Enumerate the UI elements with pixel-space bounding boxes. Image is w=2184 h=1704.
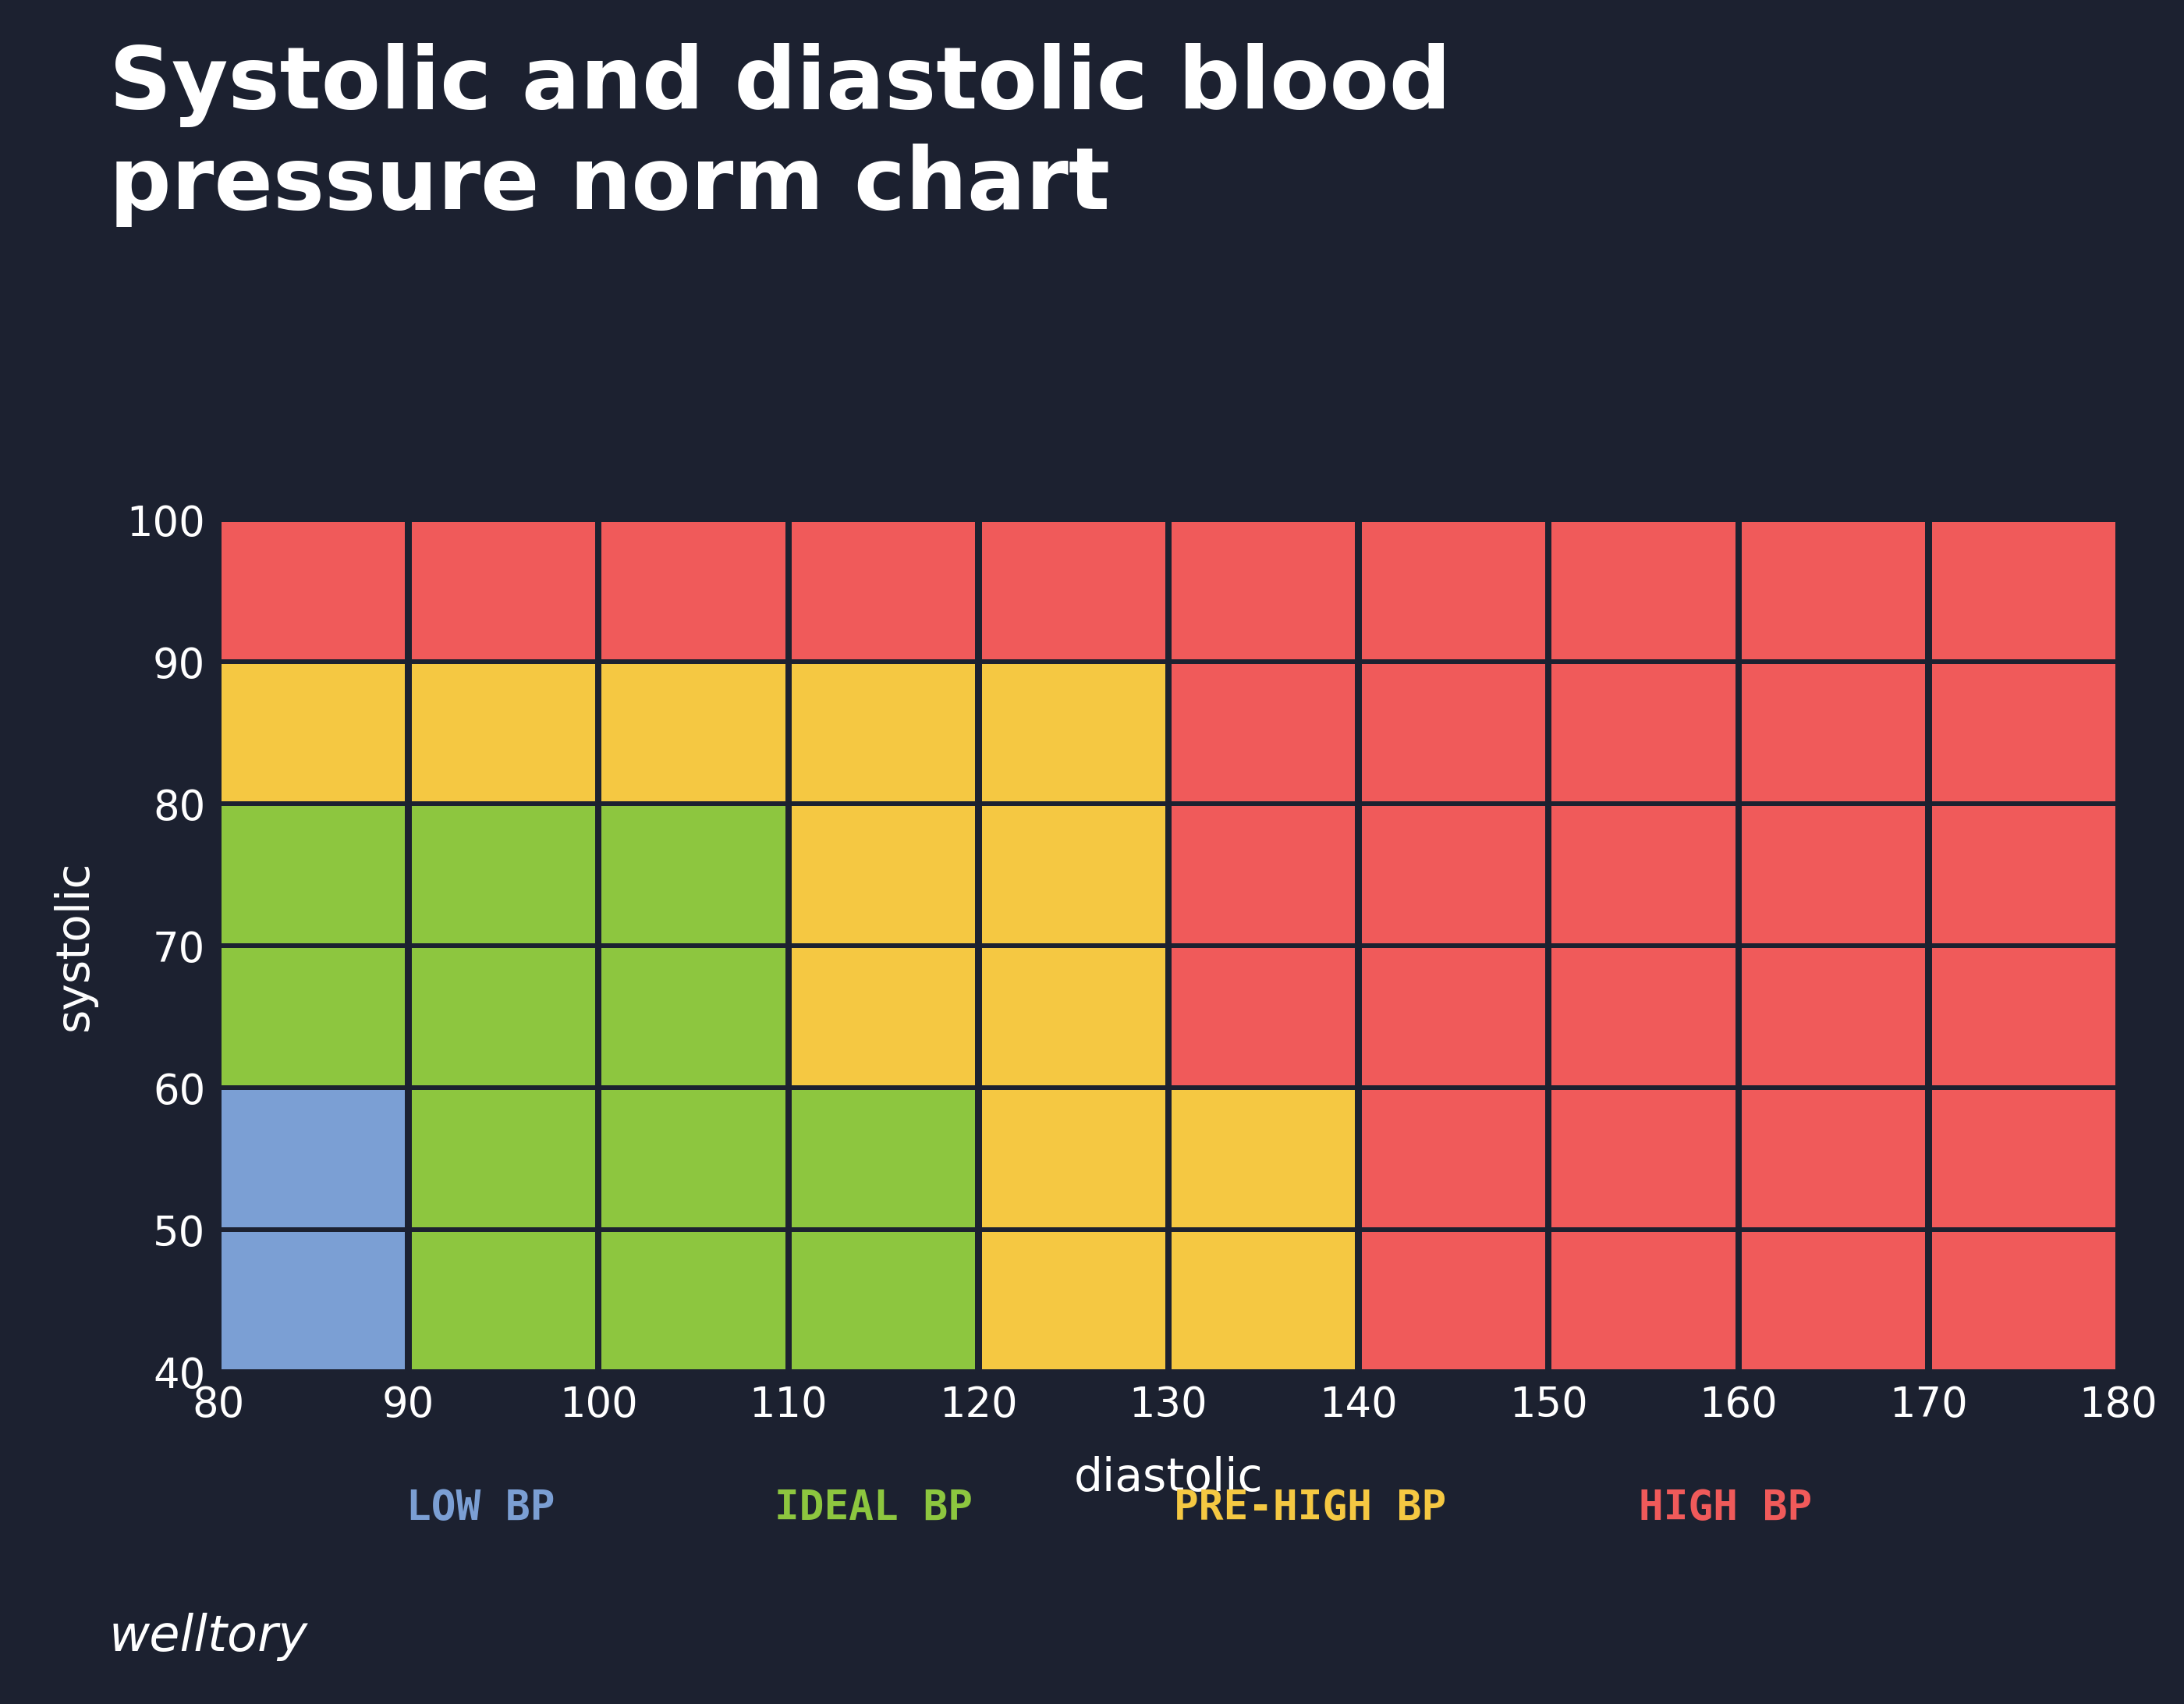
Bar bbox=[223, 1091, 404, 1227]
Bar bbox=[983, 521, 1164, 659]
Text: PRE-HIGH BP: PRE-HIGH BP bbox=[1175, 1488, 1446, 1528]
Bar bbox=[1933, 665, 2114, 801]
Bar bbox=[793, 806, 974, 944]
Bar bbox=[223, 806, 404, 944]
Bar bbox=[1553, 521, 1734, 659]
Bar bbox=[413, 521, 594, 659]
Bar bbox=[223, 521, 404, 659]
Bar bbox=[793, 947, 974, 1085]
Bar bbox=[1933, 521, 2114, 659]
Bar bbox=[793, 665, 974, 801]
Bar bbox=[603, 665, 784, 801]
Bar bbox=[603, 947, 784, 1085]
Bar bbox=[1743, 806, 1924, 944]
Bar bbox=[1553, 947, 1734, 1085]
Bar bbox=[1743, 1091, 1924, 1227]
Bar bbox=[1363, 806, 1544, 944]
Text: welltory: welltory bbox=[109, 1614, 308, 1661]
Bar bbox=[603, 1091, 784, 1227]
Y-axis label: systolic: systolic bbox=[52, 861, 96, 1031]
Bar bbox=[983, 806, 1164, 944]
X-axis label: diastolic: diastolic bbox=[1075, 1455, 1262, 1500]
Bar bbox=[983, 1232, 1164, 1370]
Bar bbox=[1173, 1091, 1354, 1227]
Bar bbox=[1553, 806, 1734, 944]
Bar bbox=[223, 665, 404, 801]
Bar bbox=[1173, 665, 1354, 801]
Bar bbox=[1933, 1232, 2114, 1370]
Bar bbox=[1363, 1091, 1544, 1227]
Bar bbox=[413, 806, 594, 944]
Bar bbox=[603, 1232, 784, 1370]
Bar bbox=[793, 1232, 974, 1370]
Bar bbox=[1173, 806, 1354, 944]
Bar bbox=[1173, 947, 1354, 1085]
Bar bbox=[603, 521, 784, 659]
Bar bbox=[1553, 665, 1734, 801]
Text: LOW BP: LOW BP bbox=[406, 1488, 555, 1528]
Bar bbox=[1363, 665, 1544, 801]
Bar bbox=[1363, 947, 1544, 1085]
Bar bbox=[223, 1232, 404, 1370]
Bar bbox=[413, 665, 594, 801]
Bar bbox=[1933, 806, 2114, 944]
Bar bbox=[603, 806, 784, 944]
Bar bbox=[1363, 521, 1544, 659]
Bar bbox=[1363, 1232, 1544, 1370]
Bar bbox=[793, 521, 974, 659]
Bar bbox=[413, 947, 594, 1085]
Text: HIGH BP: HIGH BP bbox=[1638, 1488, 1813, 1528]
Bar bbox=[793, 1091, 974, 1227]
Bar bbox=[1743, 1232, 1924, 1370]
Bar bbox=[983, 665, 1164, 801]
Bar bbox=[983, 1091, 1164, 1227]
Bar bbox=[1933, 1091, 2114, 1227]
Bar bbox=[1743, 521, 1924, 659]
Bar bbox=[1553, 1091, 1734, 1227]
Text: IDEAL BP: IDEAL BP bbox=[775, 1488, 972, 1528]
Bar bbox=[223, 947, 404, 1085]
Bar bbox=[1553, 1232, 1734, 1370]
Bar bbox=[1173, 521, 1354, 659]
Bar bbox=[413, 1232, 594, 1370]
Bar bbox=[413, 1091, 594, 1227]
Bar bbox=[1933, 947, 2114, 1085]
Bar bbox=[1743, 947, 1924, 1085]
Bar bbox=[983, 947, 1164, 1085]
Text: Systolic and diastolic blood
pressure norm chart: Systolic and diastolic blood pressure no… bbox=[109, 43, 1450, 227]
Bar bbox=[1743, 665, 1924, 801]
Bar bbox=[1173, 1232, 1354, 1370]
